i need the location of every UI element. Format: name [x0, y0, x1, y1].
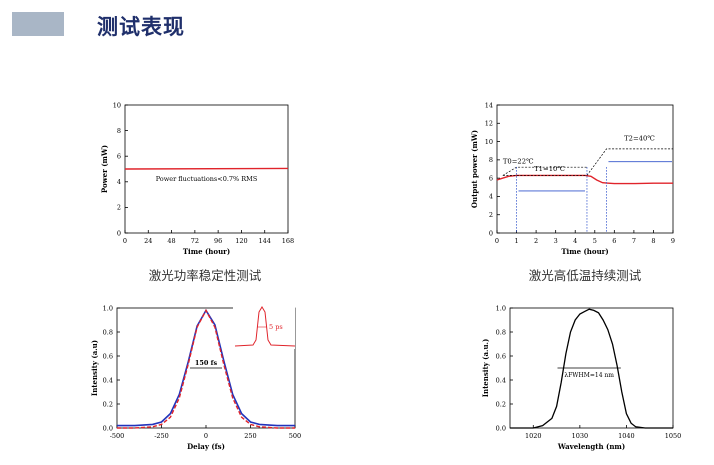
- t1-label: T1=10℃: [534, 165, 565, 173]
- y-tick-label: 0: [489, 229, 493, 237]
- x-tick-label: 500: [289, 432, 301, 440]
- y-tick-label: 0.2: [496, 400, 506, 408]
- y-tick-label: 4: [489, 193, 493, 201]
- x-tick-label: 1020: [525, 432, 542, 440]
- x-tick-label: 24: [144, 237, 152, 245]
- inset-background: [233, 301, 295, 349]
- x-tick-label: 3: [554, 237, 558, 245]
- x-axis-label: Time (hour): [561, 247, 608, 256]
- x-tick-label: 2: [534, 237, 538, 245]
- y-tick-label: 12: [485, 120, 493, 128]
- spectrum-line: [510, 308, 673, 429]
- y-tick-label: 10: [113, 101, 121, 109]
- fwhm-annotation: λFWHM=14 nm: [564, 372, 614, 379]
- x-tick-label: 72: [191, 237, 199, 245]
- x-tick-label: 168: [282, 237, 294, 245]
- x-tick-label: -500: [110, 432, 125, 440]
- y-tick-label: 0.4: [496, 376, 506, 384]
- x-tick-label: 144: [259, 237, 271, 245]
- power-series-line: [124, 167, 289, 170]
- t2-label: T2=40℃: [624, 135, 655, 143]
- x-tick-label: 120: [235, 237, 247, 245]
- y-tick-label: 0.6: [496, 352, 506, 360]
- caption-power-stability: 激光功率稳定性测试: [148, 268, 262, 283]
- x-tick-label: 6: [612, 237, 616, 245]
- inset-trace: [234, 306, 296, 347]
- x-tick-label: 0: [123, 237, 127, 245]
- x-axis-label: Delay (fs): [187, 442, 225, 451]
- y-tick-label: 0.0: [103, 424, 113, 432]
- y-tick-label: 14: [485, 101, 493, 109]
- caption-temperature-test: 激光高低温持续测试: [528, 268, 642, 283]
- y-tick-label: 10: [485, 138, 493, 146]
- y-tick-label: 1.0: [496, 304, 506, 312]
- autocorrelation-chart: -500 -250 0 250 500 0.0 0.2 0.4 0.6 0.8 1.0 Delay (…: [90, 301, 301, 451]
- x-axis-label: Time (hour): [183, 247, 230, 256]
- fluctuation-annotation: Power fluctuations<0.7% RMS: [156, 175, 258, 183]
- y-axis-label: Intensity (a.u): [90, 340, 99, 396]
- x-tick-label: 0: [495, 237, 499, 245]
- x-tick-label: 1: [514, 237, 518, 245]
- y-tick-label: 6: [117, 153, 121, 161]
- x-tick-label: 9: [671, 237, 675, 245]
- fit-trace: [117, 308, 295, 429]
- page-title: 测试表现: [97, 15, 185, 39]
- x-tick-label: -250: [154, 432, 169, 440]
- y-tick-label: 0.2: [103, 400, 113, 408]
- x-tick-label: 1030: [572, 432, 589, 440]
- y-axis-label: Output power (mW): [470, 130, 479, 208]
- y-tick-label: 0.8: [103, 328, 113, 336]
- x-tick-label: 250: [244, 432, 256, 440]
- y-axis-label: Intensity (a.u.): [481, 339, 490, 398]
- y-tick-label: 6: [489, 174, 493, 182]
- x-tick-label: 48: [167, 237, 175, 245]
- x-tick-label: 0: [204, 432, 208, 440]
- y-tick-label: 0.0: [496, 424, 506, 432]
- fwhm-annotation: 150 fs: [195, 359, 218, 367]
- t0-label: T0=22℃: [503, 158, 534, 166]
- t0-level-line: [502, 166, 587, 176]
- y-tick-label: 4: [117, 178, 121, 186]
- y-tick-label: 0.4: [103, 376, 113, 384]
- x-tick-label: 7: [632, 237, 636, 245]
- y-tick-label: 2: [117, 204, 121, 212]
- output-power-line: [496, 174, 673, 185]
- x-tick-label: 5: [593, 237, 597, 245]
- plot-frame: [509, 307, 674, 429]
- y-tick-label: 0.6: [103, 352, 113, 360]
- x-tick-label: 96: [214, 237, 222, 245]
- inset-annotation: 5 ps: [269, 323, 283, 331]
- t2-level-line: [586, 148, 673, 176]
- x-axis-label: Wavelength (nm): [557, 442, 625, 451]
- plot-frame: [496, 104, 674, 234]
- x-tick-label: 1050: [665, 432, 682, 440]
- y-tick-label: 1.0: [103, 304, 113, 312]
- x-tick-label: 1040: [618, 432, 635, 440]
- y-tick-label: 0: [117, 229, 121, 237]
- y-tick-label: 2: [489, 211, 493, 219]
- y-tick-label: 0.8: [496, 328, 506, 336]
- y-tick-label: 8: [489, 156, 493, 164]
- header-accent-bar: [12, 12, 64, 36]
- y-tick-label: 8: [117, 127, 121, 135]
- y-axis-label: Power (mW): [100, 145, 109, 193]
- x-tick-label: 4: [573, 237, 577, 245]
- x-tick-label: 8: [651, 237, 655, 245]
- spectrum-chart: 1020 1030 1040 1050 0.0 0.2 0.4 0.6 0.8 1.0 Wavele…: [481, 304, 682, 451]
